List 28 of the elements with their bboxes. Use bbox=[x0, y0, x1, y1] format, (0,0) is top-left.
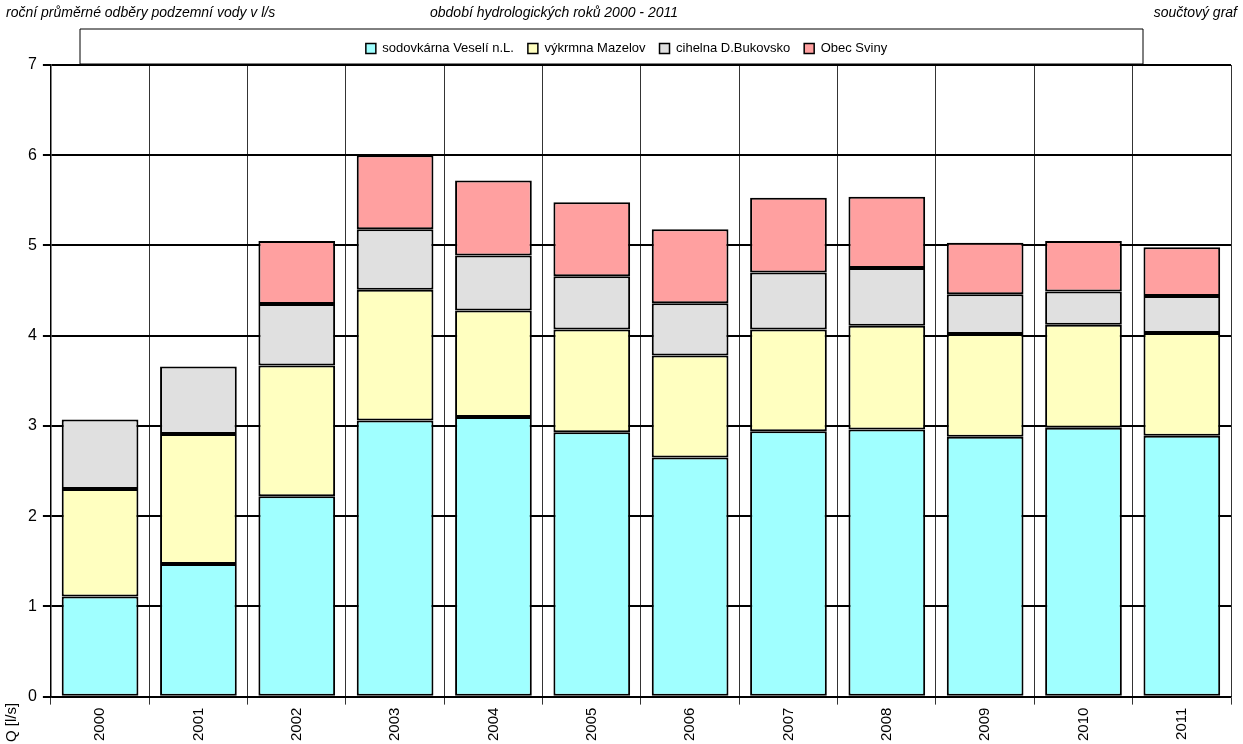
y-tick-label: 0 bbox=[27, 687, 37, 705]
x-tick-label: 2006 bbox=[680, 707, 698, 742]
x-tick-label: 2000 bbox=[90, 707, 108, 742]
y-tick-label: 2 bbox=[27, 506, 37, 524]
legend-label: cihelna D.Bukovsko bbox=[676, 40, 791, 56]
y-tick-label: 6 bbox=[27, 145, 37, 163]
x-tick-label: 2004 bbox=[483, 707, 501, 742]
legend-label: Obec Sviny bbox=[820, 40, 888, 56]
legend-label: výkrmna Mazelov bbox=[544, 40, 647, 56]
x-tick-label: 2003 bbox=[385, 707, 403, 742]
x-tick-label: 2009 bbox=[975, 707, 993, 742]
y-tick-label: 4 bbox=[27, 326, 37, 344]
x-tick-label: 2007 bbox=[778, 707, 796, 742]
chart-subtitle: období hydrologických roků 2000 - 2011 bbox=[430, 4, 679, 20]
y-tick-label: 5 bbox=[27, 235, 37, 253]
y-axis-title: Q [l/s] bbox=[2, 702, 19, 742]
x-tick-label: 2010 bbox=[1073, 707, 1091, 742]
x-tick-label: 2008 bbox=[876, 707, 894, 742]
text: součtový graf bbox=[1153, 4, 1237, 20]
x-tick-label: 2001 bbox=[188, 707, 206, 742]
y-tick-label: 1 bbox=[27, 596, 37, 614]
y-tick-label: 3 bbox=[27, 416, 37, 434]
x-tick-label: 2005 bbox=[581, 707, 599, 742]
x-tick-label: 2002 bbox=[286, 707, 304, 742]
x-tick-label: 2011 bbox=[1171, 707, 1189, 740]
legend-label: sodovkárna Veselí n.L. bbox=[382, 40, 514, 56]
y-tick-label: 7 bbox=[27, 55, 37, 73]
chart-title: roční průměrné odběry podzemní vody v l/s bbox=[6, 4, 276, 20]
